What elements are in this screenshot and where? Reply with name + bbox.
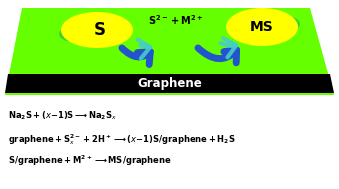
Text: $\bf{S/graphene + M^{2+} \longrightarrow MS/graphene}$: $\bf{S/graphene + M^{2+} \longrightarrow… xyxy=(8,154,172,168)
Text: $\bf{Na_2S + (}$$\bf{\mathit{x}}$$\bf{{-1})S \longrightarrow Na_2S_{\mathit{x}}}: $\bf{Na_2S + (}$$\bf{\mathit{x}}$$\bf{{-… xyxy=(8,110,117,122)
Text: $\bf{graphene + S_{\mathit{x}}^{2-} + 2H^+ \longrightarrow (\mathit{x}{-1})S/gra: $\bf{graphene + S_{\mathit{x}}^{2-} + 2H… xyxy=(8,132,236,147)
Polygon shape xyxy=(5,74,334,93)
Ellipse shape xyxy=(272,16,300,32)
Ellipse shape xyxy=(226,8,298,46)
FancyArrowPatch shape xyxy=(122,48,150,64)
FancyArrowPatch shape xyxy=(221,38,236,57)
Text: Graphene: Graphene xyxy=(138,77,202,90)
Ellipse shape xyxy=(61,12,133,48)
Text: $\mathbf{S^{2-}+M^{2+}}$: $\mathbf{S^{2-}+M^{2+}}$ xyxy=(148,13,204,27)
Text: MS: MS xyxy=(250,20,274,34)
FancyArrowPatch shape xyxy=(138,39,150,59)
Text: S: S xyxy=(94,21,106,39)
Polygon shape xyxy=(5,8,334,95)
Ellipse shape xyxy=(59,26,89,42)
FancyArrowPatch shape xyxy=(198,48,237,63)
